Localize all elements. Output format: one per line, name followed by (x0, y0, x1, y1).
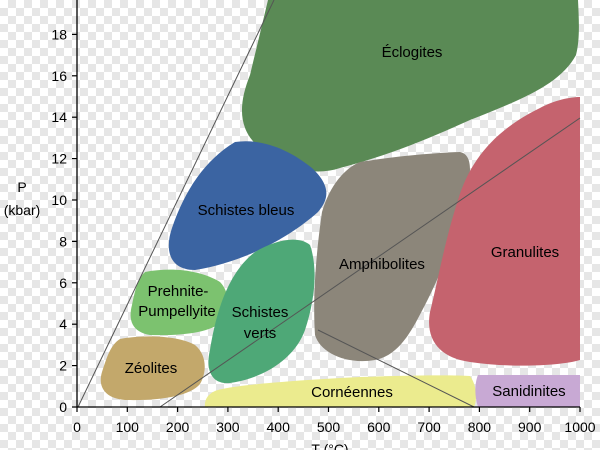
x-tick-label: 900 (518, 419, 542, 435)
corneennes-label: Cornéennes (311, 384, 393, 401)
x-ticks: 0 100 200 300 400 500 600 700 800 900 1000 (73, 407, 596, 435)
x-tick-label: 600 (367, 419, 391, 435)
geotherm-line-shallow (317, 329, 475, 408)
y-tick-label: 0 (59, 399, 67, 415)
x-tick-label: 800 (468, 419, 492, 435)
granulites-region (429, 97, 580, 366)
y-tick-label: 14 (51, 109, 67, 125)
x-tick-label: 400 (267, 419, 291, 435)
schistes-bleus-region (168, 141, 327, 270)
y-tick-label: 18 (51, 26, 67, 42)
x-tick-label: 100 (116, 419, 140, 435)
eclogites-label: Éclogites (382, 44, 443, 61)
schistes-bleus-label: Schistes bleus (198, 202, 295, 219)
y-ticks: 0 2 4 6 8 10 12 14 16 18 (51, 26, 77, 415)
y-tick-label: 8 (59, 233, 67, 249)
sanidinites-region (475, 375, 580, 407)
y-tick-label: 16 (51, 68, 67, 84)
schistes-verts-label-line1: Schistes (232, 304, 289, 321)
x-tick-label: 700 (417, 419, 441, 435)
y-axis-label-p: P (17, 179, 26, 195)
zeolites-region (100, 336, 205, 401)
y-axis-label-unit: (kbar) (4, 202, 41, 218)
x-tick-label: 500 (317, 419, 341, 435)
y-tick-label: 12 (51, 151, 67, 167)
geotherm-line-medium (159, 117, 581, 408)
granulites-label: Granulites (491, 244, 559, 261)
geotherm-line-steep (77, 0, 275, 408)
corneennes-region (204, 375, 477, 407)
x-tick-label: 1000 (564, 419, 595, 435)
prehnite-pumpellyite-region (130, 269, 228, 336)
x-tick-label: 200 (166, 419, 190, 435)
eclogites-region (241, 0, 579, 172)
amphibolites-label: Amphibolites (339, 256, 425, 273)
schistes-verts-region (208, 239, 315, 384)
zeolites-label: Zéolites (125, 360, 178, 377)
x-tick-label: 0 (73, 419, 81, 435)
y-tick-label: 6 (59, 275, 67, 291)
x-axis-label: T (°C) (311, 441, 348, 450)
schistes-verts-label-line2: verts (244, 325, 277, 342)
sanidinites-label: Sanidinites (492, 383, 565, 400)
y-tick-label: 4 (59, 316, 67, 332)
y-tick-label: 2 (59, 358, 67, 374)
x-tick-label: 300 (216, 419, 240, 435)
prehnite-label-line1: Prehnite- (148, 283, 209, 300)
prehnite-label-line2: Pumpellyite (138, 303, 216, 320)
amphibolites-region (314, 152, 470, 362)
y-tick-label: 10 (51, 192, 67, 208)
